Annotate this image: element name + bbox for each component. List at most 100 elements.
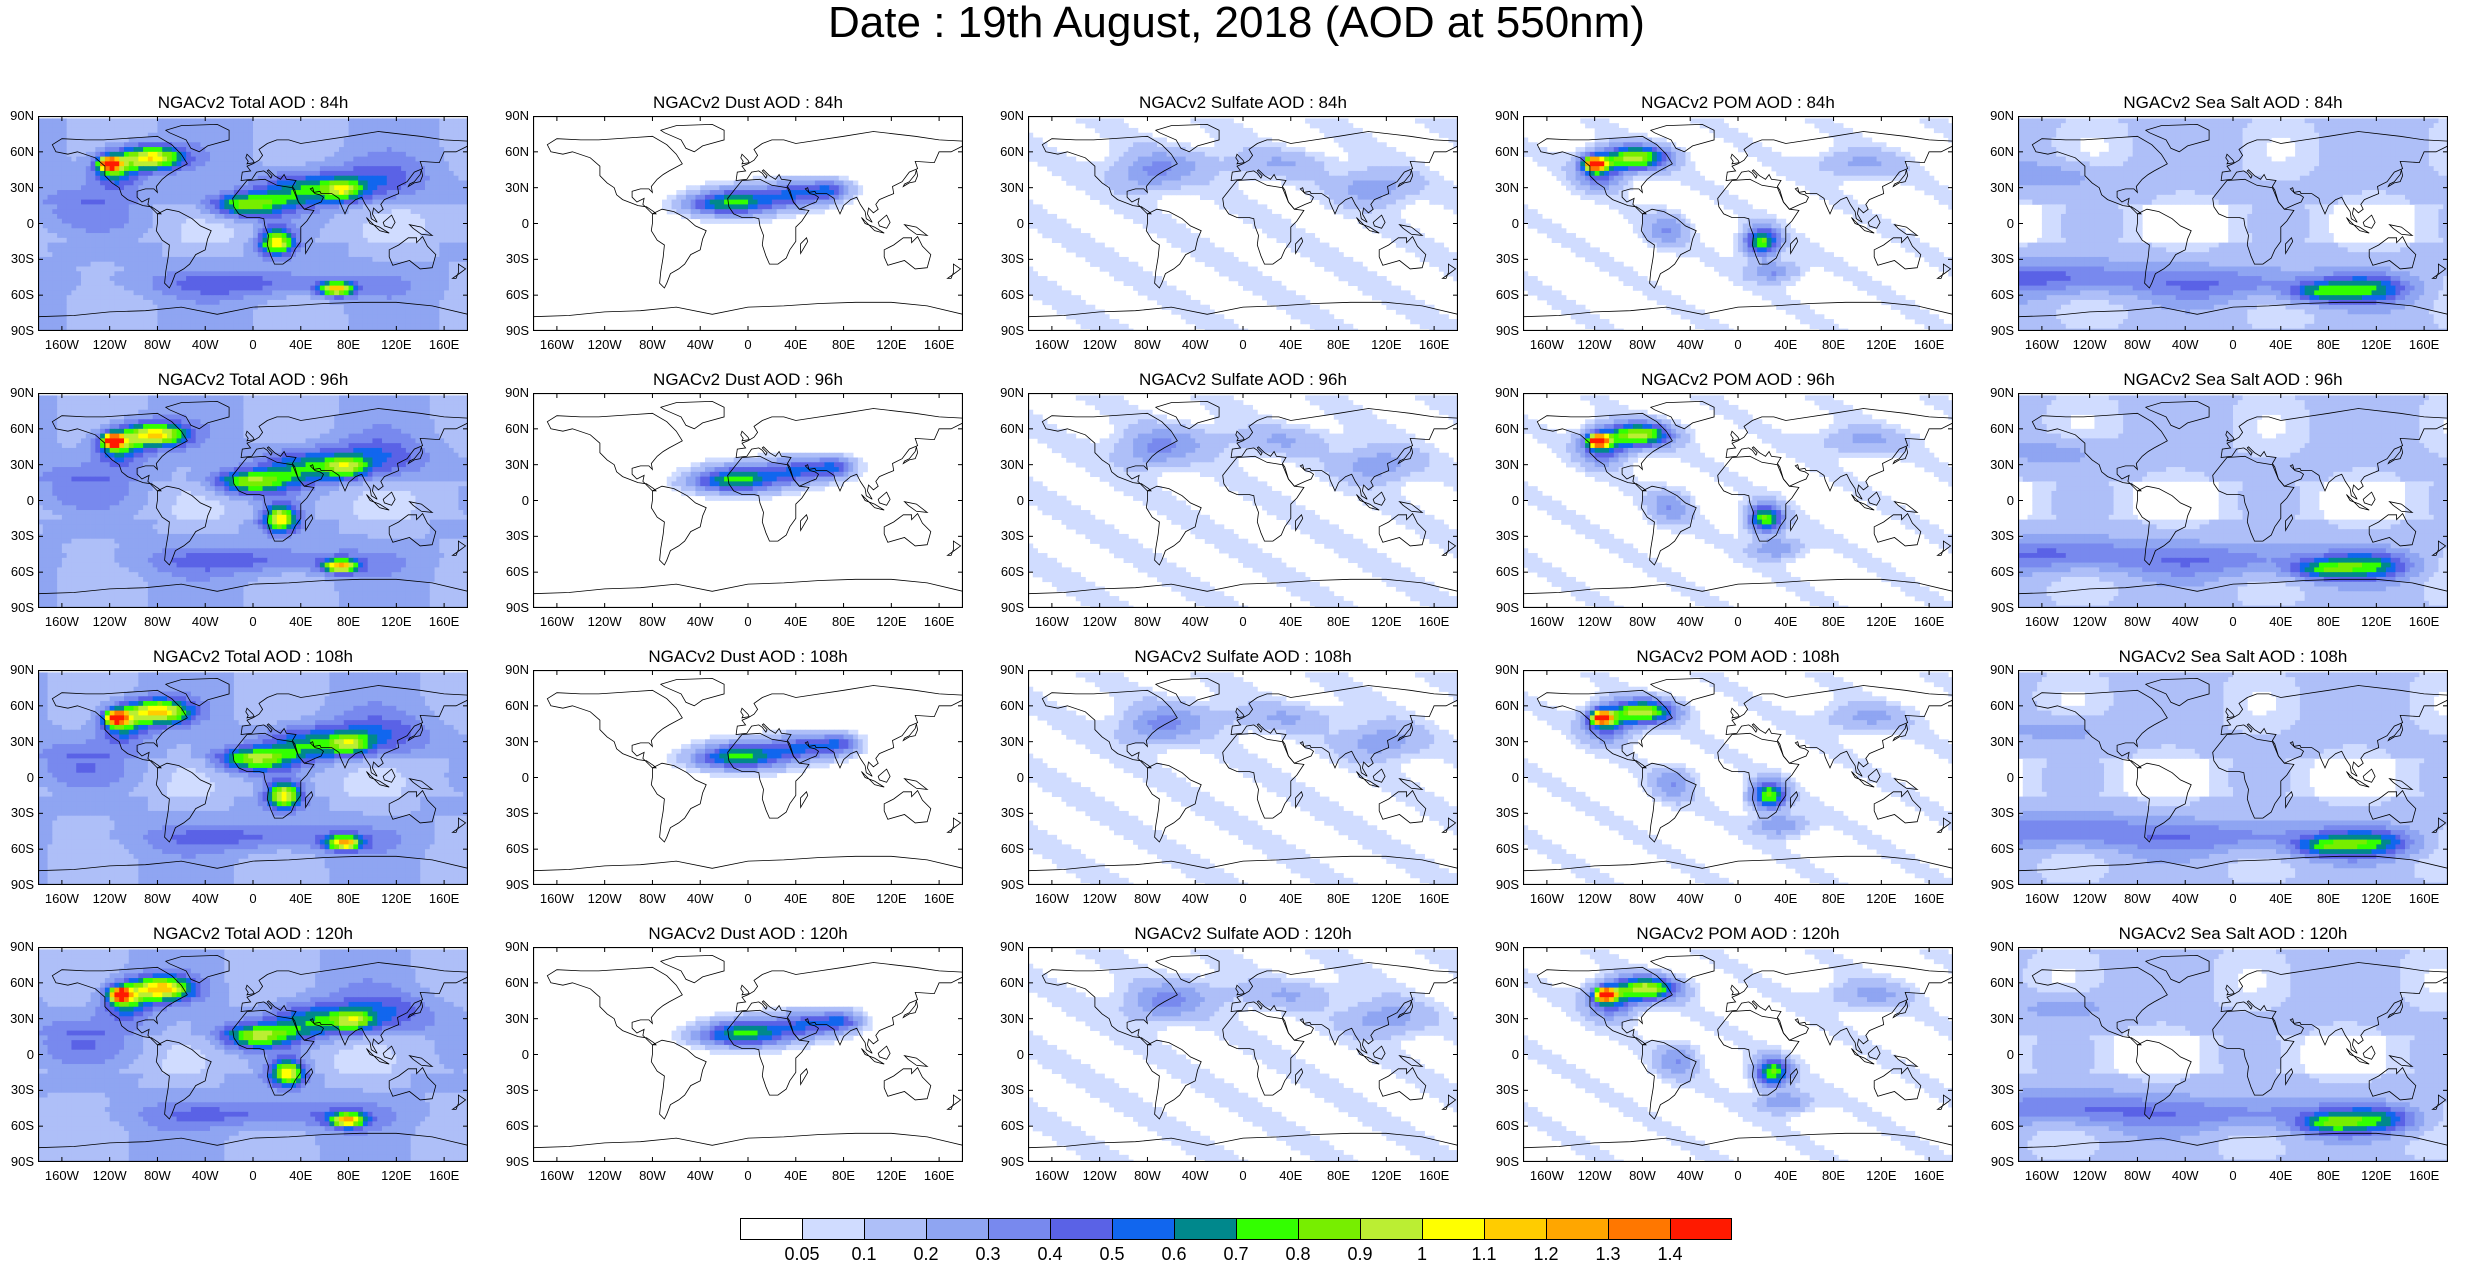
aod-cell <box>248 181 253 186</box>
aod-cell <box>62 233 67 238</box>
aod-cell <box>401 152 406 157</box>
aod-cell <box>43 181 48 186</box>
aod-cell <box>215 243 220 248</box>
aod-cell <box>229 185 234 190</box>
aod-cell <box>310 123 315 128</box>
aod-cell <box>210 319 215 324</box>
aod-cell <box>157 319 162 324</box>
aod-cell <box>105 271 110 276</box>
aod-cell <box>229 300 234 305</box>
aod-cell <box>1190 157 1195 162</box>
aod-cell <box>205 123 210 128</box>
aod-cell <box>762 209 767 214</box>
aod-cell <box>449 286 454 291</box>
aod-cell <box>406 271 411 276</box>
aod-map <box>38 116 468 331</box>
aod-cell <box>177 310 182 315</box>
aod-cell <box>138 209 143 214</box>
aod-cell <box>415 176 420 181</box>
aod-cell <box>48 128 53 133</box>
aod-cell <box>210 147 215 152</box>
aod-cell <box>1210 147 1215 152</box>
aod-cell <box>334 166 339 171</box>
aod-cell <box>1305 118 1310 123</box>
aod-cell <box>148 224 153 229</box>
aod-cell <box>248 157 253 162</box>
aod-cell <box>86 228 91 233</box>
aod-cell <box>119 295 124 300</box>
aod-cell <box>200 128 205 133</box>
aod-cell <box>134 195 139 200</box>
aod-cell <box>339 324 344 329</box>
aod-cell <box>401 224 406 229</box>
aod-cell <box>349 314 354 319</box>
aod-cell <box>277 314 282 319</box>
aod-cell <box>301 209 306 214</box>
aod-cell <box>57 290 62 295</box>
aod-cell <box>382 147 387 152</box>
aod-cell <box>363 185 368 190</box>
aod-cell <box>315 295 320 300</box>
aod-cell <box>387 314 392 319</box>
aod-cell <box>439 200 444 205</box>
aod-cell <box>95 214 100 219</box>
aod-cell <box>1229 147 1234 152</box>
aod-cell <box>781 185 786 190</box>
aod-cell <box>310 224 315 229</box>
aod-cell <box>344 281 349 286</box>
aod-cell <box>858 185 863 190</box>
aod-cell <box>329 314 334 319</box>
aod-cell <box>372 262 377 267</box>
aod-cell <box>124 252 129 257</box>
lon-tick-label: 80W <box>639 338 666 352</box>
aod-cell <box>1238 157 1243 162</box>
aod-cell <box>358 181 363 186</box>
aod-cell <box>191 276 196 281</box>
aod-cell <box>349 286 354 291</box>
aod-cell <box>719 214 724 219</box>
lon-tick-label: 0 <box>744 338 751 352</box>
aod-cell <box>306 224 311 229</box>
aod-cell <box>377 324 382 329</box>
aod-cell <box>748 190 753 195</box>
aod-cell <box>406 118 411 123</box>
aod-cell <box>282 295 287 300</box>
aod-cell <box>439 267 444 272</box>
aod-cell <box>48 267 53 272</box>
aod-cell <box>105 257 110 262</box>
aod-cell <box>695 204 700 209</box>
aod-cell <box>162 286 167 291</box>
aod-cell <box>387 271 392 276</box>
aod-cell <box>1195 152 1200 157</box>
aod-cell <box>95 310 100 315</box>
aod-cell <box>71 142 76 147</box>
aod-cell <box>296 252 301 257</box>
aod-cell <box>296 214 301 219</box>
aod-cell <box>110 123 115 128</box>
aod-cell <box>48 181 53 186</box>
aod-cell <box>286 247 291 252</box>
aod-cell <box>1057 166 1062 171</box>
aod-cell <box>48 133 53 138</box>
aod-cell <box>396 267 401 272</box>
aod-cell <box>48 252 53 257</box>
aod-cell <box>363 228 368 233</box>
aod-cell <box>263 295 268 300</box>
aod-cell <box>1100 123 1105 128</box>
aod-cell <box>681 204 686 209</box>
aod-cell <box>167 271 172 276</box>
aod-cell <box>48 152 53 157</box>
aod-cell <box>81 214 86 219</box>
aod-cell <box>444 204 449 209</box>
aod-cell <box>325 247 330 252</box>
aod-cell <box>177 252 182 257</box>
aod-cell <box>86 195 91 200</box>
aod-cell <box>306 319 311 324</box>
aod-cell <box>157 252 162 257</box>
aod-cell <box>86 200 91 205</box>
aod-cell <box>81 147 86 152</box>
aod-cell <box>686 190 691 195</box>
aod-cell <box>124 176 129 181</box>
aod-cell <box>134 118 139 123</box>
aod-cell <box>224 228 229 233</box>
